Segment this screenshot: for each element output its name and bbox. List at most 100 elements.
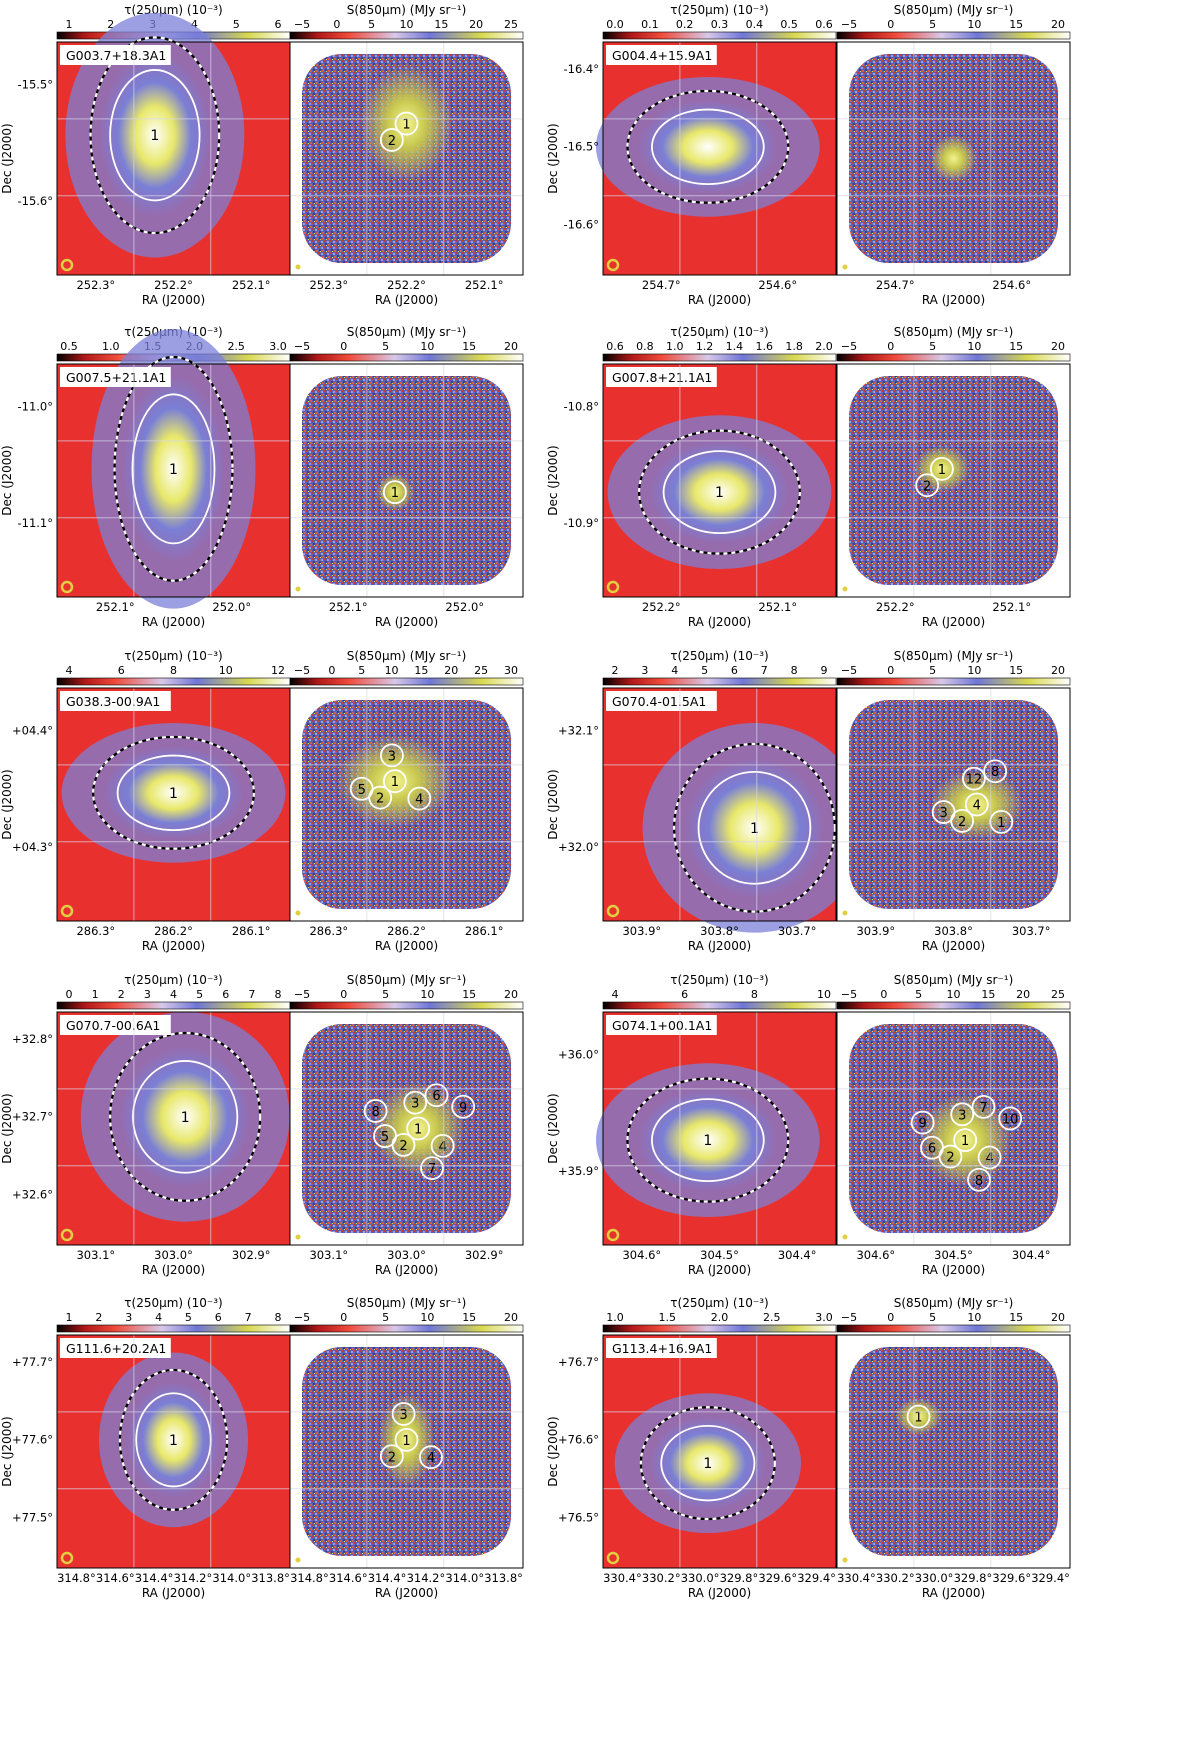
dec-axis-label: Dec (J2000) [0,1093,14,1163]
ra-axis-label: RA (J2000) [375,293,438,307]
colorbar-tick-label: 0.2 [676,18,694,31]
tau-peak [122,375,225,563]
colorbar-tick-label: 0.5 [60,340,78,353]
s850-peak [913,445,970,493]
clump-contour [373,1124,397,1148]
field-label: G070.4-01.5A1 [612,694,706,709]
tau-colorbar: τ(250μm) (10⁻³) 2 3 4 5 6 7 8 9 [602,649,837,686]
tau-colorbar: τ(250μm) (10⁻³) 1 2 3 4 5 6 7 8 [56,1296,291,1333]
colorbar-tick-label: 15 [414,664,428,677]
map-frame [836,363,1071,598]
beam-marker [295,586,301,592]
colorbar-tick-label: 5 [368,18,375,31]
clump-number: 7 [979,1101,987,1116]
clump-number: 12 [966,773,983,788]
clump-number: 9 [459,1101,467,1116]
ra-tick-label: 286.2° [154,924,193,938]
tau-peak [126,1381,221,1499]
clump-contour [379,128,404,152]
ra-tick-label: 330.2° [876,1571,915,1585]
clump-contour [906,1404,931,1429]
ra-tick-label: 330.4° [603,1571,642,1585]
field-label-box [60,691,171,711]
clump-number: 3 [411,1097,419,1112]
ra-tick-label: 252.2° [876,600,915,614]
clump-contour [420,1156,444,1181]
colorbar-tick-label: 10 [420,988,434,1001]
s850-map: 1 330.4° 330.2° 330.0° 329.8° 329.6° 329.4° RA … [836,1334,1071,1600]
coordinate-grid [603,1012,836,1245]
colorbar-tick-label: 5 [196,988,203,1001]
tau-peak [649,1416,767,1510]
colorbar-tick-label: 5 [915,988,922,1001]
clump-number: 1 [703,1456,712,1472]
s850-colorbar: S(850μm) (MJy sr⁻¹) −5 0 5 10 15 20 [836,325,1071,362]
dec-tick-label: +76.6° [558,1433,599,1447]
ra-tick-label: 303.9° [856,924,895,938]
colorbar-strip [56,677,291,686]
colorbar-tick-label: 10 [967,340,981,353]
clump-number: 1 [150,128,159,144]
s850-colorbar-label: S(850μm) (MJy sr⁻¹) [347,3,467,17]
colorbar-tick-label: 6 [275,18,282,31]
colorbar-tick-label: −5 [294,664,310,677]
tau-contour [109,69,201,202]
clump-contour [394,1427,419,1452]
s850-peak [930,769,1024,840]
field-label: G111.6+20.2A1 [66,1341,166,1356]
ra-tick-label: 252.1° [329,600,368,614]
s850-peak [895,1397,942,1436]
clump-contour [382,480,407,505]
ra-tick-label: 330.0° [681,1571,720,1585]
clump-number: 2 [958,815,966,830]
colorbar-tick-label: 15 [1009,1311,1023,1324]
clump-number: 4 [427,1451,435,1466]
clump-number: 1 [914,1411,922,1426]
dec-tick-label: +35.9° [558,1164,599,1178]
clump-contour [406,1116,431,1141]
s850-map: 1 252.1° 252.0° RA (J2000) [289,363,524,629]
ra-tick-label: 252.3° [309,278,348,292]
ra-tick-label: 286.3° [76,924,115,938]
s850-colorbar: S(850μm) (MJy sr⁻¹) −5 0 5 10 15 20 [836,649,1071,686]
ra-tick-label: 314.6° [96,1571,135,1585]
s850-map: 254.7° 254.6° RA (J2000) [836,41,1071,307]
colorbar-tick-label: 0 [887,664,894,677]
ra-axis-label: RA (J2000) [922,1586,985,1600]
coordinate-grid [57,1335,290,1568]
beam-marker [295,1234,301,1240]
ra-axis-label: RA (J2000) [922,1263,985,1277]
dec-tick-label: -10.8° [563,400,599,414]
s850-colorbar: S(850μm) (MJy sr⁻¹) −5 0 5 10 15 20 [289,1296,524,1333]
colorbar-tick-label: 1.6 [756,340,774,353]
clump-number: 5 [358,783,366,798]
beam-marker [606,580,620,594]
map-frame [289,1011,524,1246]
colorbar-tick-label: 0 [340,1311,347,1324]
s850-colorbar: S(850μm) (MJy sr⁻¹) −5 0 5 10 15 20 25 30 [289,649,524,686]
clump-ellipse [89,36,221,235]
panel-pair: τ(250μm) (10⁻³)2 3 4 5 6 7 8 91G070.4-01.5A1303… [546,649,1071,953]
colorbar-strip [289,1324,524,1333]
clump-contour [953,1128,978,1153]
s850-colorbar-label: S(850μm) (MJy sr⁻¹) [347,649,467,663]
colorbar-tick-label: 20 [1016,988,1030,1001]
colorbar-strip [602,31,837,40]
clump-contour [419,1445,443,1470]
tau-contour [660,1424,756,1502]
clump-contour [950,1102,975,1127]
field-label: G074.1+00.1A1 [612,1018,712,1033]
colorbar-tick-label: 3 [144,988,151,1001]
coordinate-grid [603,1335,836,1568]
ra-tick-label: 286.1° [232,924,271,938]
clump-number: 3 [399,1408,407,1423]
clump-contour [929,456,954,481]
clump-ellipse [109,1031,262,1202]
colorbar-strip [602,677,837,686]
clump-ellipse [626,1077,790,1203]
clump-number: 4 [985,1152,993,1167]
colorbar-tick-label: 10 [947,988,961,1001]
clump-contour [379,1444,404,1469]
ra-tick-label: 302.9° [232,1248,271,1262]
